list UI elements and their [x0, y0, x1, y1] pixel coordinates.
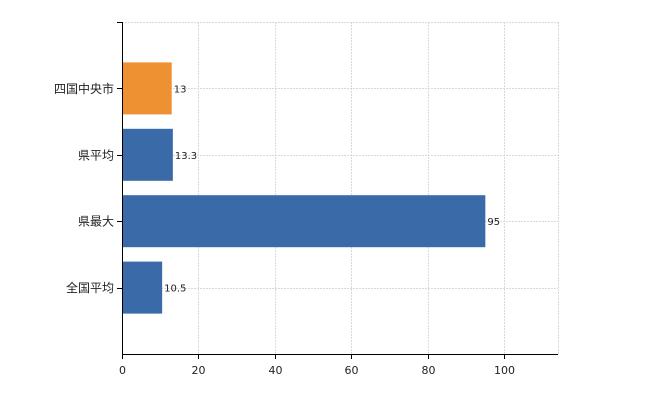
x-tick-label: 60	[345, 364, 359, 377]
bar	[123, 62, 172, 115]
x-tick-label: 0	[119, 364, 126, 377]
x-tick-label: 20	[192, 364, 206, 377]
bar-layer	[123, 62, 486, 314]
x-tick-label: 40	[269, 364, 283, 377]
data-label: 13	[174, 84, 187, 95]
label-layer: 0 20 40 60 80 100 四国中央市 13 県平均 13.3 県最大 95 全国平均 10.5	[54, 81, 515, 377]
category-label: 全国平均	[66, 280, 114, 295]
category-label: 四国中央市	[54, 81, 114, 96]
axis-layer	[117, 22, 558, 359]
x-tick-label: 80	[422, 364, 436, 377]
bar	[123, 195, 486, 248]
category-label: 県平均	[78, 148, 114, 162]
data-label: 13.3	[175, 151, 197, 162]
x-tick-label: 100	[494, 364, 515, 377]
grid-layer	[122, 22, 559, 354]
data-label: 95	[487, 217, 500, 228]
bar	[123, 128, 173, 181]
data-label: 10.5	[164, 284, 186, 295]
category-label: 県最大	[78, 215, 114, 229]
bar	[123, 261, 163, 314]
